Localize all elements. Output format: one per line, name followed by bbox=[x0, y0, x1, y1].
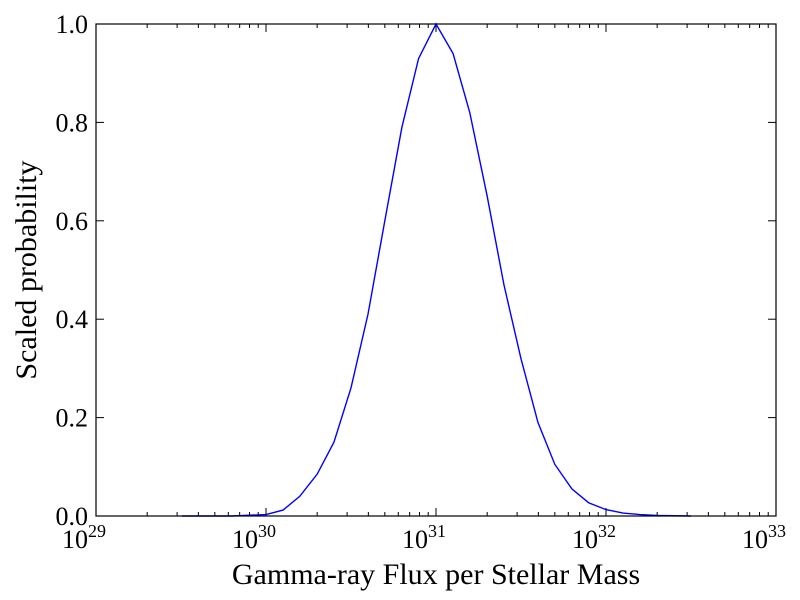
y-tick-label: 0.0 bbox=[56, 502, 89, 531]
y-tick-label: 0.2 bbox=[56, 404, 89, 433]
y-tick-label: 0.4 bbox=[56, 305, 89, 334]
ticks bbox=[95, 23, 777, 517]
y-axis-label: Scaled probability bbox=[10, 160, 43, 379]
plot-frame bbox=[95, 23, 777, 517]
x-tick-label: 1031 bbox=[402, 521, 446, 554]
y-tick-label: 0.6 bbox=[56, 207, 89, 236]
x-axis-label: Gamma-ray Flux per Stellar Mass bbox=[232, 558, 640, 591]
y-tick-label: 1.0 bbox=[56, 10, 89, 39]
tick-labels: 1029 1030 1031 1032 1033 0.0 0.2 0.4 0.6 0.8 1.0 bbox=[56, 10, 787, 554]
y-tick-label: 0.8 bbox=[56, 108, 89, 137]
x-tick-label: 1029 bbox=[62, 521, 106, 554]
x-tick-label: 1033 bbox=[742, 521, 786, 554]
series-line-0 bbox=[181, 22, 691, 517]
x-tick-label: 1030 bbox=[232, 521, 276, 554]
x-tick-label: 1032 bbox=[572, 521, 616, 554]
